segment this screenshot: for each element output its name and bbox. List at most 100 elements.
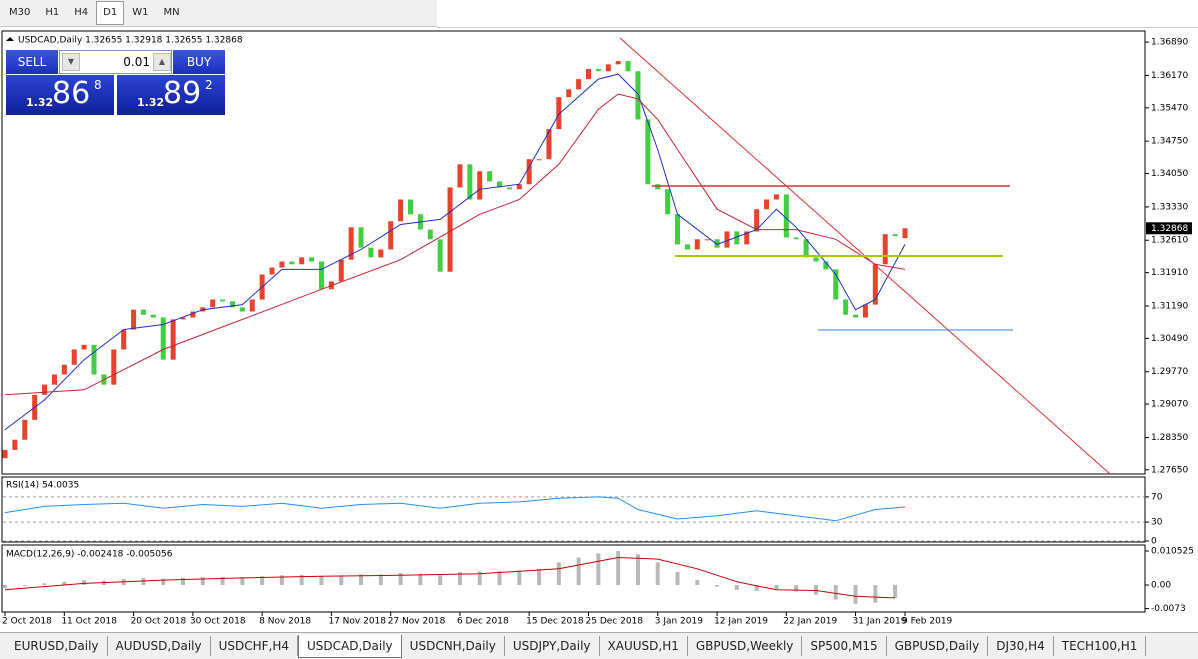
chart-tab[interactable]: USDCHF,H4 [211,636,299,656]
candle-body [229,301,235,308]
y-tick-label: 1.31910 [1151,268,1188,278]
buy-button[interactable]: BUY [173,50,225,74]
timeframe-button[interactable]: D1 [96,1,125,25]
macd-bar [339,575,344,585]
macd-bar [398,573,403,585]
chart-tab[interactable]: USDJPY,Daily [505,636,600,656]
lot-input[interactable]: ▼ 0.01 ▲ [59,50,172,74]
candle-body [744,231,750,245]
candle-body [447,187,453,272]
candle-body [309,257,315,262]
chart-tab[interactable]: AUDUSD,Daily [108,636,211,656]
candle-body [566,89,572,98]
chart-tab[interactable]: EURUSD,Daily [6,636,108,656]
candle-body [12,439,18,450]
sell-quote[interactable]: 1.32 86 8 [6,75,114,115]
timeframe-button[interactable]: H1 [45,7,60,18]
chart-tab[interactable]: GBPUSD,Weekly [688,636,803,656]
chart-tab[interactable]: USDCNH,Daily [402,636,505,656]
macd-bar [833,584,838,600]
candle-body [813,257,819,262]
y-tick-label: 0.00 [1151,580,1171,590]
candle-body [892,234,898,237]
candle-body [833,269,839,300]
timeframe-button[interactable]: H4 [74,7,89,18]
candle-body [22,419,28,440]
candle-body [239,307,245,312]
candle-body [61,364,67,375]
buy-quote[interactable]: 1.32 89 2 [117,75,225,115]
candle-body [388,221,394,250]
macd-bar [715,584,720,587]
macd-bar [319,575,324,585]
candle-body [318,261,324,290]
lot-size[interactable]: 0.01 [123,55,150,69]
y-tick-label: 1.34050 [1151,169,1188,179]
y-tick-label: 0.010525 [1151,546,1194,556]
x-tick-label: 6 Dec 2018 [457,617,509,627]
candle-body [694,239,700,250]
candle-body [793,237,799,240]
candle-body [872,264,878,305]
chart-tab[interactable]: DJ30,H4 [988,636,1054,656]
macd-bar [537,568,542,585]
macd-bar [220,576,225,585]
candle-body [665,189,671,215]
timeframe-button[interactable]: MN [163,7,180,18]
chart-tab[interactable]: SP500,M15 [802,636,887,656]
timeframe-button[interactable]: M30 [9,7,31,18]
macd-pane [1,544,1146,613]
candle-body [210,299,216,308]
candle-body [526,159,532,185]
chart-tab[interactable]: GBPUSD,Daily [887,636,989,656]
chart-tab[interactable]: USDCAD,Daily [298,634,402,658]
candle-body [437,239,443,272]
candle-body [516,184,522,190]
rsi-title: RSI(14) 54.0035 [6,481,79,491]
macd-bar [3,584,7,589]
collapse-arrow[interactable] [6,37,14,41]
x-tick-label: 9 Feb 2019 [902,617,953,627]
candle-body [714,239,720,248]
x-tick-label: 12 Jan 2019 [714,617,768,627]
timeframe-toolbar: M30 H1 H4 D1 W1 MN [0,0,437,27]
candle-body [764,199,770,210]
y-tick-label: 1.29770 [1151,367,1188,377]
macd-bar [82,580,87,585]
candle-body [506,187,512,190]
macd-bar [200,577,205,585]
candle-body [348,227,354,260]
macd-bar [418,573,423,585]
candle-body [368,247,374,258]
candle-body [279,261,285,268]
macd-bar [497,571,502,585]
lot-up[interactable]: ▲ [153,53,171,71]
chart-tab[interactable]: TECH100,H1 [1054,636,1147,656]
x-tick-label: 17 Nov 2018 [328,617,386,627]
chart-tab[interactable]: XAUUSD,H1 [600,636,688,656]
macd-bar [378,574,383,585]
y-tick-label: 1.28350 [1151,433,1188,443]
macd-bar [517,570,522,585]
lot-down[interactable]: ▼ [62,53,80,71]
candle-body [645,119,651,185]
fraction: 8 [94,78,102,92]
candle-body [477,171,483,200]
candle-body [605,64,611,72]
sell-button[interactable]: SELL [6,50,58,74]
candle-body [289,261,295,265]
y-tick-label: 1.34750 [1151,137,1188,147]
candle-body [615,61,621,65]
candle-body [586,68,592,80]
candle-body [823,261,829,270]
moving-average [4,93,906,396]
macd-bar [616,551,621,585]
moving-average [4,73,906,430]
macd-bar [260,576,265,585]
candle-body [398,199,404,222]
timeframe-button[interactable]: W1 [132,7,149,18]
candle-body [882,234,888,265]
candle-body [754,209,760,232]
candle-body [407,199,413,215]
macd-bar [576,557,581,585]
